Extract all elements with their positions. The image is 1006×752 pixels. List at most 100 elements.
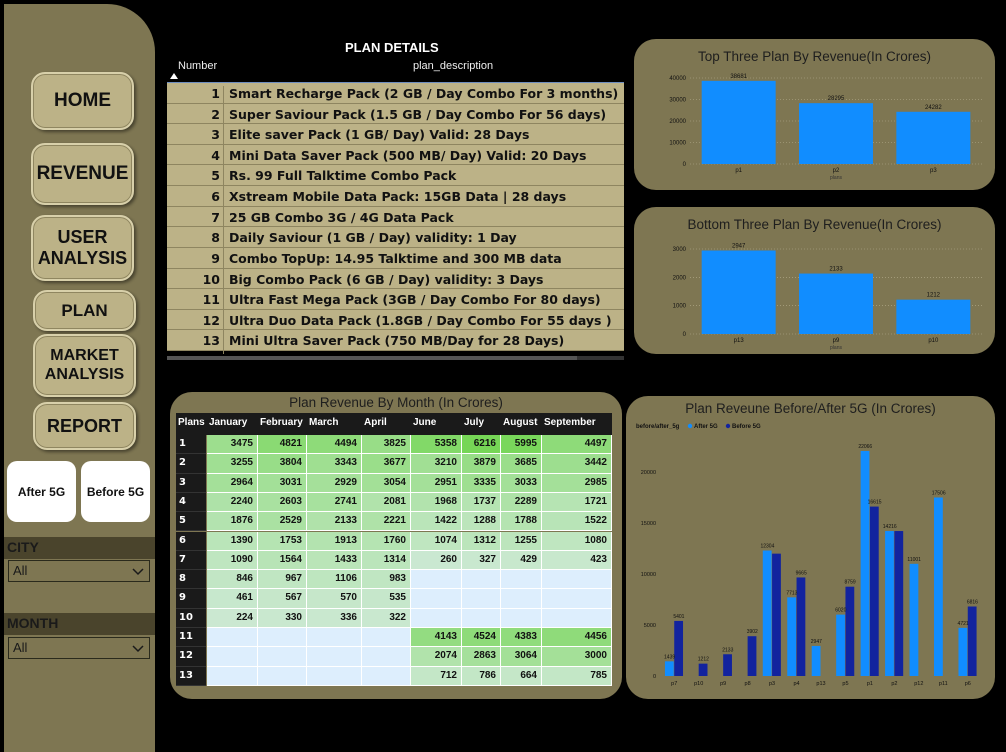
market-analysis-button[interactable]: MARKET ANALYSIS [33, 334, 136, 397]
matrix-column-header[interactable]: January [207, 413, 258, 433]
bar-p3-before[interactable] [772, 553, 781, 676]
horizontal-scrollbar[interactable] [167, 356, 624, 360]
bar-p6-after[interactable] [958, 627, 968, 676]
bar-p10-before[interactable] [698, 663, 708, 676]
legend-entry[interactable]: Before 5G [732, 424, 761, 430]
bar-p3-after[interactable] [762, 550, 772, 676]
month-dropdown[interactable]: All [8, 637, 150, 659]
matrix-cell: 5995 [501, 435, 542, 455]
sort-ascending-icon[interactable] [170, 73, 178, 79]
y-tick-label: 30000 [669, 98, 686, 104]
bar-p2-after[interactable] [885, 531, 894, 676]
data-label: 12304 [760, 544, 774, 550]
matrix-column-header[interactable]: July [462, 413, 501, 433]
bar-p9-before[interactable] [723, 654, 732, 676]
table-row[interactable]: 7 25 GB Combo 3G / 4G Data Pack [167, 207, 624, 231]
bar-p1-after[interactable] [860, 451, 870, 676]
table-row[interactable]: 3 Elite saver Pack (1 GB/ Day) Valid: 28 … [167, 124, 624, 148]
plan-number-cell: 11 [167, 292, 224, 313]
table-row[interactable]: 6 Xstream Mobile Data Pack: 15GB Data | 2… [167, 186, 624, 210]
matrix-column-header[interactable]: June [411, 413, 462, 433]
revenue-button[interactable]: REVENUE [31, 143, 134, 205]
bar-p12-after[interactable] [909, 563, 919, 676]
table-row[interactable]: 11 Ultra Fast Mega Pack (3GB / Day Combo … [167, 289, 624, 313]
plan-description-cell: Xstream Mobile Data Pack: 15GB Data | 28… [229, 189, 567, 205]
matrix-cell: 1760 [362, 531, 411, 551]
matrix-cell: 570 [307, 589, 362, 609]
plan-details-title: PLAN DETAILS [345, 40, 439, 55]
matrix-row-label: 3 [176, 473, 206, 493]
bar-p6-before[interactable] [967, 606, 977, 676]
bar-p1-before[interactable] [869, 506, 879, 676]
bar-p10[interactable] [896, 299, 971, 334]
table-row[interactable]: 13 Mini Ultra Saver Pack (750 MB/Day for … [167, 330, 624, 354]
table-row[interactable]: 10 Big Combo Pack (6 GB / Day) validity: … [167, 269, 624, 293]
table-row[interactable]: 12 Ultra Duo Data Pack (1.8GB / Day Combo… [167, 310, 624, 334]
matrix-column-header[interactable]: March [307, 413, 362, 433]
bar-p11-after[interactable] [934, 497, 943, 676]
bar-p5-after[interactable] [836, 614, 845, 676]
legend-entry[interactable]: After 5G [694, 424, 718, 430]
x-tick-label: p12 [914, 681, 923, 687]
table-row[interactable]: 8 Daily Saviour (1 GB / Day) validity: 1 … [167, 227, 624, 251]
data-label: 8759 [845, 580, 856, 586]
bar-p13[interactable] [701, 250, 776, 334]
bar-p5-before[interactable] [845, 586, 855, 676]
bar-p13-after[interactable] [811, 645, 821, 676]
scrollbar-thumb[interactable] [167, 356, 577, 360]
bar-p1[interactable] [701, 80, 776, 164]
matrix-column-header[interactable]: February [258, 413, 307, 433]
user-analysis-label-1: USER [57, 227, 108, 248]
matrix-column-header[interactable]: Plans [176, 413, 207, 433]
user-analysis-button[interactable]: USER ANALYSIS [31, 215, 134, 281]
y-tick-label: 20000 [641, 470, 656, 476]
bar-p8-before[interactable] [747, 636, 757, 676]
table-row[interactable]: 5 Rs. 99 Full Talktime Combo Pack [167, 165, 624, 190]
bar-p7-after[interactable] [664, 661, 674, 676]
report-button[interactable]: REPORT [33, 402, 136, 450]
x-tick-label: p1 [735, 168, 742, 174]
matrix-cell: 2221 [362, 512, 411, 532]
bar-p2[interactable] [799, 103, 873, 164]
bar-p2-before[interactable] [894, 531, 904, 676]
top-three-card: Top Three Plan By Revenue(In Crores) 0 10… [634, 39, 995, 190]
bar-p3[interactable] [896, 111, 971, 164]
x-tick-label: p10 [928, 338, 939, 344]
matrix-header-divider [176, 433, 612, 435]
matrix-cell: 1721 [542, 492, 612, 513]
matrix-cell [207, 628, 258, 648]
matrix-row-label: 10 [176, 608, 206, 628]
table-row[interactable]: 9 Combo TopUp: 14.95 Talktime and 300 MB … [167, 248, 624, 272]
table-row[interactable]: 2 Super Saviour Pack (1.5 GB / Day Combo … [167, 104, 624, 128]
matrix-column-header[interactable]: August [501, 413, 542, 433]
matrix-column-header[interactable]: April [362, 413, 411, 433]
bar-p4-before[interactable] [796, 577, 806, 676]
home-button[interactable]: HOME [31, 72, 134, 130]
y-tick-label: 0 [683, 332, 687, 338]
home-label: HOME [54, 90, 111, 112]
before-after-5g-title: Plan Reveune Before/After 5G (In Crores) [685, 401, 936, 416]
bar-p9[interactable] [799, 273, 873, 334]
x-tick-label: p1 [867, 681, 873, 687]
x-tick-label: p10 [694, 681, 703, 687]
column-header-description[interactable]: plan_description [413, 60, 494, 72]
matrix-cell: 2074 [411, 647, 462, 667]
market-analysis-label-2: ANALYSIS [44, 365, 125, 383]
plan-description-cell: Combo TopUp: 14.95 Talktime and 300 MB d… [229, 250, 562, 266]
before-5g-button[interactable]: Before 5G [81, 461, 150, 522]
matrix-cell: 535 [362, 589, 411, 609]
matrix-column-header[interactable]: September [542, 413, 612, 433]
table-row[interactable]: 1 Smart Recharge Pack (2 GB / Day Combo F… [167, 83, 624, 107]
matrix-cell: 1314 [362, 550, 411, 571]
bar-p7-before[interactable] [674, 620, 684, 676]
city-dropdown[interactable]: All [8, 560, 150, 582]
column-header-number[interactable]: Number [178, 60, 218, 72]
table-row[interactable]: 4 Mini Data Saver Pack (500 MB/ Day) Vali… [167, 145, 624, 169]
after-5g-button[interactable]: After 5G [7, 461, 76, 522]
bar-p4-after[interactable] [787, 597, 797, 676]
x-tick-label: p13 [816, 681, 825, 687]
plan-button[interactable]: PLAN [33, 290, 136, 331]
matrix-cell [542, 589, 612, 609]
y-tick-label: 40000 [669, 76, 686, 82]
